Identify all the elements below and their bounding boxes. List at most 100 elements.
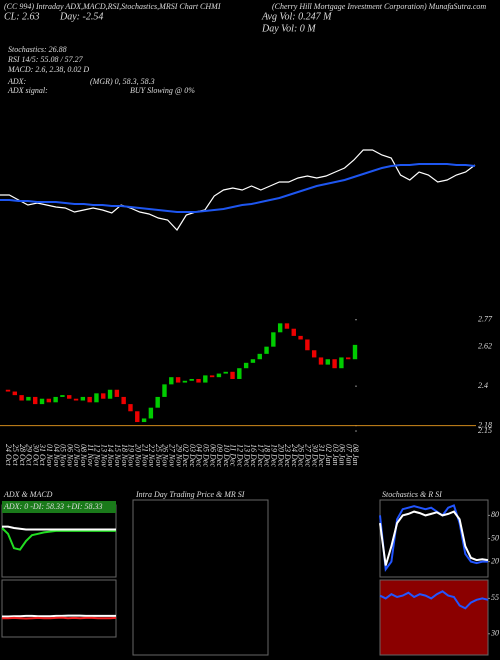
candle-body — [311, 350, 317, 358]
candle-body — [243, 362, 249, 369]
y-tick-label: 50 — [491, 533, 499, 542]
x-tick-label: 05 Nov — [59, 444, 68, 467]
x-tick-label: 08 Jan — [351, 444, 360, 466]
x-tick-label: 26 Nov — [161, 444, 170, 467]
series-line — [1, 527, 116, 551]
x-tick-label: 19 Nov — [127, 444, 136, 467]
x-tick-label: 07 Nov — [72, 444, 81, 467]
day-vol: Day Vol: 0 M — [261, 23, 316, 34]
x-tick-label: 15 Nov — [113, 444, 122, 467]
series-line — [2, 616, 117, 620]
x-tick-label: 02 Jan — [324, 444, 333, 466]
candle-body — [209, 375, 215, 378]
x-tick-label: 03 Jan — [331, 444, 340, 466]
x-tick-label: 04 Dec — [195, 444, 204, 467]
candle-body — [291, 328, 296, 336]
x-tick-label: 09 Dec — [215, 444, 224, 467]
x-tick-label: 14 Nov — [106, 444, 115, 467]
panel-title: ADX & MACD — [3, 490, 53, 499]
panel-background — [380, 580, 488, 655]
avg-vol: Avg Vol: 0.247 M — [261, 11, 332, 22]
x-tick-label: 06 Jan — [338, 444, 347, 466]
series-line — [379, 504, 488, 572]
series-line — [2, 614, 116, 618]
candle-body — [155, 396, 160, 408]
panel-title: Stochastics & R SI — [382, 490, 442, 499]
rsi: RSI 14/5: 55.08 / 57.27 — [7, 55, 84, 64]
x-tick-label: 18 Dec — [263, 444, 272, 467]
candle-body — [107, 389, 113, 399]
x-tick-label: 26 Dec — [297, 444, 306, 467]
x-tick-label: 02 Dec — [181, 444, 190, 467]
panel-title: Intra Day Trading Price & MR SI — [135, 490, 245, 499]
candle-body — [175, 377, 181, 383]
candle-body — [339, 357, 344, 369]
annotation-box — [2, 501, 116, 513]
x-tick-label: 04 Nov — [52, 444, 61, 467]
panel-border — [132, 499, 269, 656]
candle-body — [318, 357, 324, 365]
candle-body — [60, 395, 65, 397]
candle-body — [12, 391, 18, 396]
x-tick-label: 06 Nov — [65, 444, 74, 467]
x-tick-label: 11 Nov — [86, 444, 95, 467]
x-tick-label: 22 Nov — [147, 444, 156, 467]
x-tick-label: 29 Oct — [25, 444, 34, 466]
candle-body — [216, 373, 222, 378]
candle-body — [53, 396, 58, 403]
y-tick-label: 2.18 — [478, 420, 492, 429]
x-tick-label: 29 Nov — [174, 444, 183, 467]
candle-body — [73, 398, 79, 401]
x-tick-label: 10 Dec — [222, 444, 231, 467]
x-tick-label: 13 Dec — [242, 444, 251, 467]
candle-body — [284, 323, 290, 329]
series-line — [379, 590, 489, 610]
x-tick-label: 19 Dec — [270, 444, 279, 467]
candle-body — [332, 359, 337, 369]
title-left: (CC 994) Intraday ADX,MACD,RSI,Stochasti… — [4, 2, 221, 11]
candle-body — [298, 335, 303, 340]
candle-body — [271, 332, 276, 347]
x-tick-label: 17 Dec — [256, 444, 265, 467]
x-tick-label: 05 Dec — [201, 444, 210, 467]
candle-body — [101, 393, 106, 399]
candle-body — [26, 396, 31, 401]
candle-body — [5, 389, 11, 392]
stochastics: Stochastics: 26.88 — [8, 45, 67, 54]
candle-body — [19, 395, 24, 401]
x-tick-label: 18 Nov — [120, 444, 129, 467]
x-tick-label: 12 Nov — [93, 444, 102, 467]
candle-body — [352, 344, 358, 360]
x-tick-label: 11 Dec — [229, 444, 238, 467]
x-tick-label: 24 Dec — [290, 444, 299, 467]
x-tick-label: 06 Dec — [208, 444, 217, 467]
candle-body — [135, 411, 140, 423]
series-line — [0, 163, 476, 213]
candle-body — [46, 398, 52, 403]
adx-values: (MGR) 0, 58.3, 58.3 — [90, 77, 155, 86]
x-tick-label: 27 Dec — [304, 444, 313, 467]
x-tick-label: 12 Dec — [235, 444, 244, 467]
candle-body — [128, 404, 133, 412]
y-tick-label: 2.62 — [478, 341, 492, 350]
x-tick-label: 27 Nov — [167, 444, 176, 467]
series-line — [2, 525, 116, 531]
candle-body — [237, 368, 242, 379]
x-tick-label: 20 Dec — [276, 444, 285, 467]
candle-body — [257, 353, 262, 360]
candle-body — [114, 389, 120, 397]
x-tick-label: 30 Oct — [31, 443, 40, 466]
candle-body — [39, 398, 45, 405]
y-tick-label: 2.15 — [478, 426, 492, 435]
macd: MACD: 2.6, 2.38, 0.02 D — [7, 65, 89, 74]
x-tick-label: 13 Nov — [99, 444, 108, 467]
x-tick-label: 23 Dec — [283, 444, 292, 467]
candle-body — [189, 378, 194, 381]
candle-body — [223, 371, 228, 374]
candle-body — [80, 396, 86, 401]
x-tick-label: 25 Oct — [11, 444, 20, 466]
x-tick-label: 21 Nov — [140, 444, 149, 467]
